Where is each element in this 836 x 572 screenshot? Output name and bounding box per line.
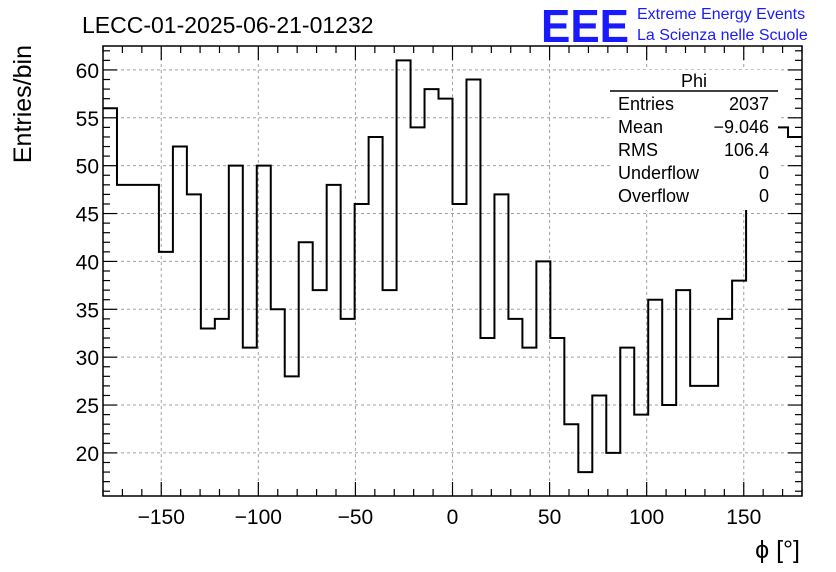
y-tick-label: 60: [76, 60, 99, 83]
y-axis-label: Entries/bin: [9, 45, 37, 163]
logo-mark: EEE: [541, 0, 629, 52]
y-tick-label: 40: [76, 251, 99, 274]
y-tick-label: 55: [76, 108, 99, 131]
stats-value: 2037: [729, 94, 769, 114]
x-tick-label: 0: [447, 506, 459, 529]
y-tick-label: 30: [76, 347, 99, 370]
axis-tick-labels: −150 −100 −50 0 50 100 150 20 25 30 35 40 45 50 55 60: [76, 60, 762, 529]
stats-value: 106.4: [724, 140, 769, 160]
stats-label: Entries: [618, 94, 674, 114]
stats-value: 0: [759, 186, 769, 206]
x-tick-label: −150: [138, 506, 185, 529]
x-tick-label: 100: [629, 506, 664, 529]
x-axis-label: ϕ [°]: [755, 536, 800, 564]
stats-box: Phi Entries 2037 Mean −9.046 RMS 106.4 Underfl…: [610, 70, 778, 210]
y-tick-label: 50: [76, 156, 99, 179]
x-tick-label: 50: [538, 506, 561, 529]
eee-logo: EEE Extreme Energy Events La Scienza nel…: [541, 0, 808, 52]
stats-value: −9.046: [713, 117, 769, 137]
logo-line-1: Extreme Energy Events: [637, 6, 805, 23]
y-tick-label: 25: [76, 395, 99, 418]
stats-label: Overflow: [618, 186, 690, 206]
stats-label: Mean: [618, 117, 663, 137]
x-tick-label: −50: [338, 506, 374, 529]
stats-label: RMS: [618, 140, 658, 160]
stats-box-background: [610, 70, 778, 210]
stats-value: 0: [759, 163, 769, 183]
x-tick-label: −100: [235, 506, 282, 529]
histogram-line: [103, 59, 802, 474]
x-tick-label: 150: [726, 506, 761, 529]
chart-title: LECC-01-2025-06-21-01232: [82, 12, 374, 38]
stats-rows: Entries 2037 Mean −9.046 RMS 106.4 Underflow 0 O…: [618, 94, 769, 206]
axis-ticks: [102, 46, 803, 496]
y-tick-label: 45: [76, 204, 99, 227]
stats-label: Underflow: [618, 163, 700, 183]
logo-line-2: La Scienza nelle Scuole: [637, 27, 808, 44]
y-tick-label: 35: [76, 299, 99, 322]
y-tick-label: 20: [76, 443, 99, 466]
stats-title: Phi: [681, 71, 707, 91]
